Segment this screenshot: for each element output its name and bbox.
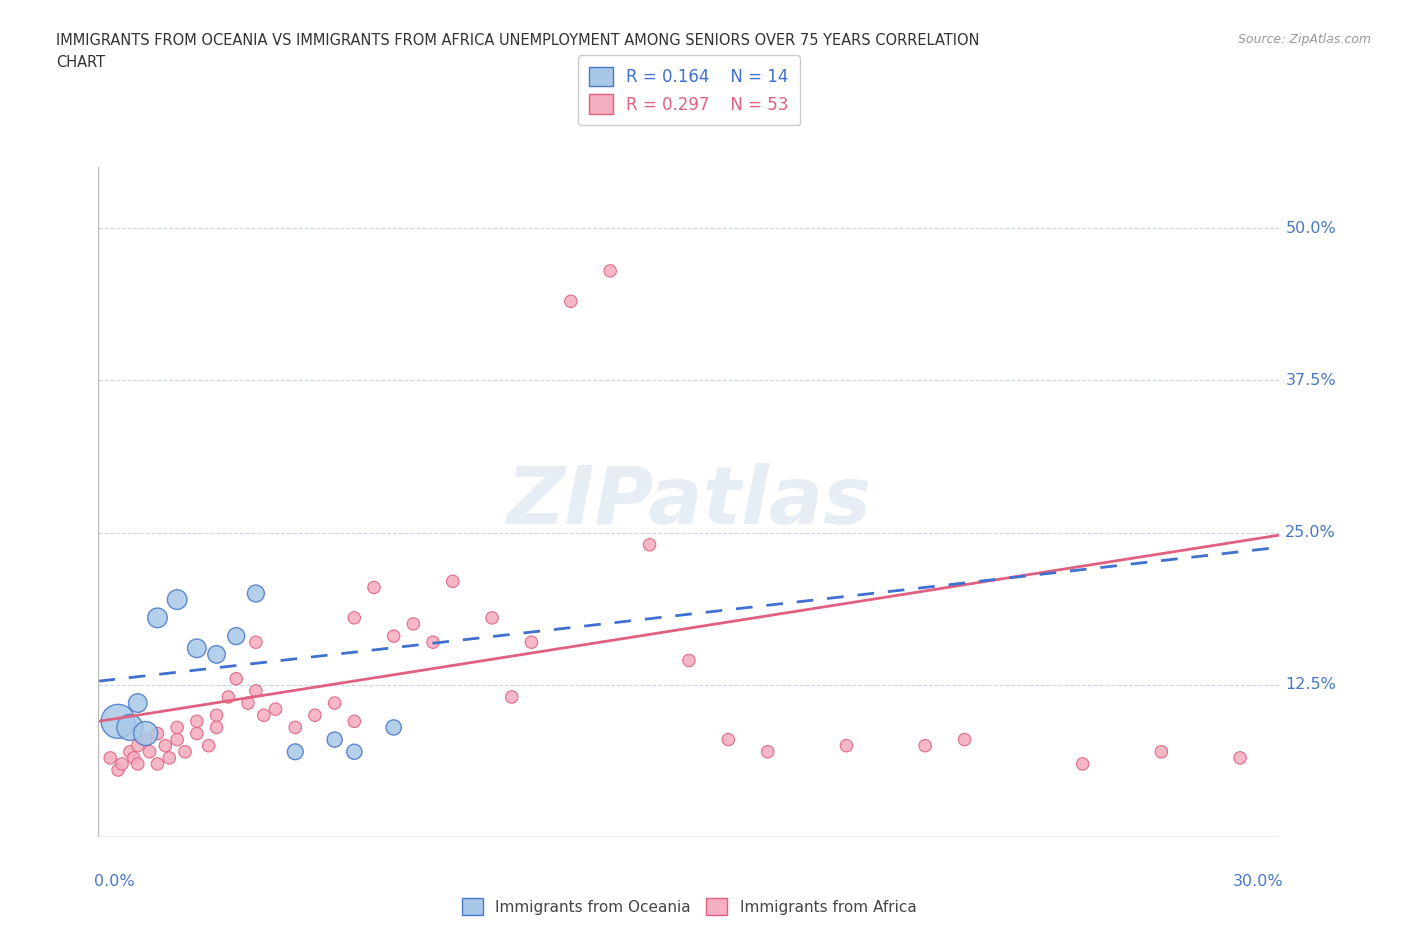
Point xyxy=(186,726,208,741)
Point xyxy=(245,635,267,650)
Point xyxy=(1150,744,1173,759)
Point xyxy=(599,263,621,278)
Point xyxy=(186,714,208,729)
Point xyxy=(146,756,169,771)
Point xyxy=(304,708,326,723)
Point xyxy=(253,708,276,723)
Point xyxy=(98,751,121,765)
Point xyxy=(166,592,188,607)
Point xyxy=(225,629,247,644)
Point xyxy=(236,696,259,711)
Point xyxy=(264,702,287,717)
Point xyxy=(135,732,157,747)
Text: ZIPatlas: ZIPatlas xyxy=(506,463,872,541)
Point xyxy=(560,294,582,309)
Text: 30.0%: 30.0% xyxy=(1233,873,1284,888)
Point xyxy=(343,744,366,759)
Point xyxy=(284,720,307,735)
Point xyxy=(245,586,267,601)
Point xyxy=(197,738,219,753)
Point xyxy=(382,720,405,735)
Point xyxy=(146,726,169,741)
Point xyxy=(756,744,779,759)
Point xyxy=(382,629,405,644)
Text: 50.0%: 50.0% xyxy=(1285,220,1336,236)
Point xyxy=(481,610,503,625)
Point xyxy=(441,574,464,589)
Point xyxy=(914,738,936,753)
Point xyxy=(1229,751,1251,765)
Point xyxy=(138,744,160,759)
Point xyxy=(422,635,444,650)
Point xyxy=(835,738,858,753)
Point xyxy=(107,763,129,777)
Point xyxy=(166,720,188,735)
Text: Source: ZipAtlas.com: Source: ZipAtlas.com xyxy=(1237,33,1371,46)
Point xyxy=(205,647,228,662)
Point xyxy=(155,738,177,753)
Point xyxy=(174,744,197,759)
Point xyxy=(135,726,157,741)
Point xyxy=(127,738,149,753)
Point xyxy=(127,696,149,711)
Point xyxy=(205,720,228,735)
Point xyxy=(343,610,366,625)
Point xyxy=(363,580,385,595)
Point xyxy=(678,653,700,668)
Point xyxy=(323,696,346,711)
Text: IMMIGRANTS FROM OCEANIA VS IMMIGRANTS FROM AFRICA UNEMPLOYMENT AMONG SENIORS OVE: IMMIGRANTS FROM OCEANIA VS IMMIGRANTS FR… xyxy=(56,33,980,70)
Text: 25.0%: 25.0% xyxy=(1285,525,1336,540)
Point xyxy=(638,538,661,552)
Legend: Immigrants from Oceania, Immigrants from Africa: Immigrants from Oceania, Immigrants from… xyxy=(454,890,924,923)
Point xyxy=(284,744,307,759)
Point xyxy=(1071,756,1094,771)
Point xyxy=(717,732,740,747)
Point xyxy=(111,756,134,771)
Point xyxy=(323,732,346,747)
Point xyxy=(343,714,366,729)
Text: 37.5%: 37.5% xyxy=(1285,373,1336,388)
Point xyxy=(205,708,228,723)
Point xyxy=(186,641,208,656)
Point xyxy=(146,610,169,625)
Point xyxy=(501,689,523,704)
Point xyxy=(118,720,141,735)
Point xyxy=(157,751,180,765)
Point xyxy=(520,635,543,650)
Point xyxy=(402,617,425,631)
Point xyxy=(118,744,141,759)
Point xyxy=(127,756,149,771)
Point xyxy=(225,671,247,686)
Point xyxy=(953,732,976,747)
Point xyxy=(245,684,267,698)
Text: 12.5%: 12.5% xyxy=(1285,677,1336,692)
Point xyxy=(107,714,129,729)
Point xyxy=(166,732,188,747)
Point xyxy=(122,751,145,765)
Point xyxy=(217,689,239,704)
Text: 0.0%: 0.0% xyxy=(94,873,135,888)
